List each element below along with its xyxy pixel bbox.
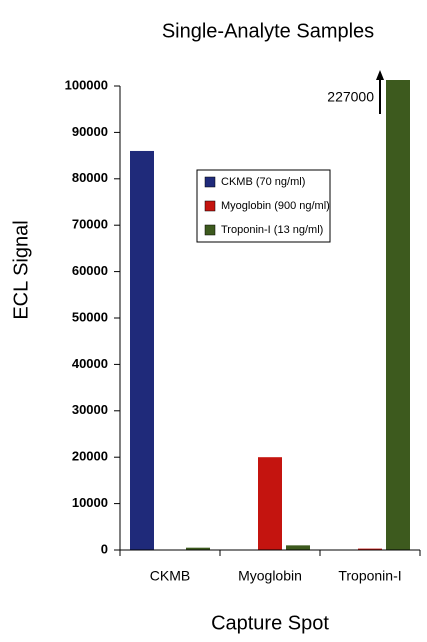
bar (386, 80, 410, 551)
y-tick-label: 80000 (72, 170, 108, 185)
y-tick-label: 60000 (72, 263, 108, 278)
y-tick-label: 40000 (72, 356, 108, 371)
bar (286, 545, 310, 550)
x-tick-label: Myoglobin (238, 568, 302, 584)
y-tick-label: 90000 (72, 124, 108, 139)
y-tick-label: 0 (101, 541, 108, 556)
overflow-arrowhead (376, 70, 384, 80)
legend-swatch (204, 200, 216, 212)
value-label: 227000 (327, 89, 374, 105)
x-axis-label: Capture Spot (211, 612, 329, 634)
bar (186, 547, 210, 550)
legend-swatch (204, 224, 216, 236)
legend-label: Troponin-I (13 ng/ml) (221, 224, 323, 236)
legend-label: Myoglobin (900 ng/ml) (221, 200, 330, 212)
x-tick-label: CKMB (150, 568, 190, 584)
bar (358, 548, 382, 550)
legend-label: CKMB (70 ng/ml) (221, 176, 305, 188)
legend-swatch (204, 176, 216, 188)
y-tick-label: 50000 (72, 309, 108, 324)
y-tick-label: 100000 (65, 77, 108, 92)
bar (130, 150, 154, 550)
legend-box (196, 169, 331, 243)
x-tick-label: Troponin-I (338, 568, 401, 584)
y-tick-label: 70000 (72, 217, 108, 232)
chart-title: Single-Analyte Samples (162, 20, 374, 42)
y-tick-label: 10000 (72, 495, 108, 510)
plot-area (130, 80, 410, 551)
bar (258, 457, 282, 550)
y-tick-label: 30000 (72, 402, 108, 417)
y-axis-label: ECL Signal (10, 220, 32, 319)
y-tick-label: 20000 (72, 449, 108, 464)
